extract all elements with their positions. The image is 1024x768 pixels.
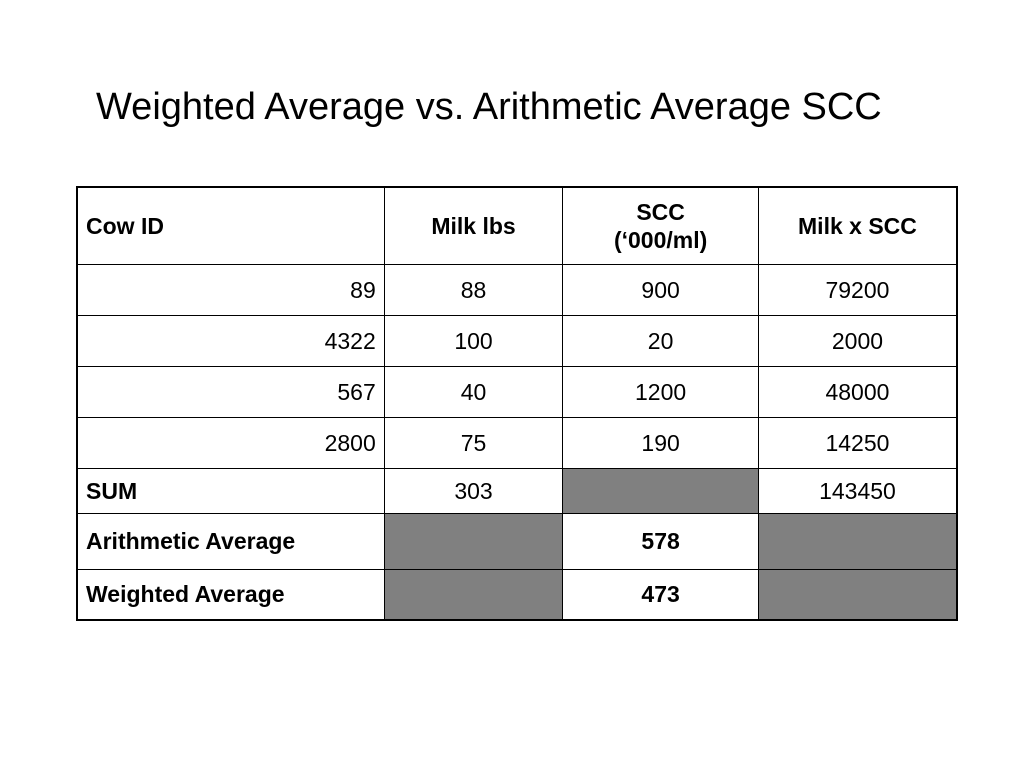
cell-milk-x-scc: 48000 [757,365,958,418]
cell-milk-lbs: 40 [383,365,564,418]
shaded-cell [757,568,958,621]
weighted-average-row: Weighted Average 473 [76,568,958,621]
cell-milk-x-scc: 2000 [757,314,958,367]
shaded-cell [757,512,958,570]
header-cow-id: Cow ID [76,186,385,265]
header-milk-x-scc: Milk x SCC [757,186,958,265]
cell-milk-lbs: 75 [383,416,564,469]
arithmetic-average-label: Arithmetic Average [76,512,385,570]
weighted-average-scc: 473 [562,568,759,621]
cell-scc: 20 [562,314,759,367]
table-row: 4322 100 20 2000 [76,314,958,367]
sum-row: SUM 303 143450 [76,467,958,514]
cell-scc: 190 [562,416,759,469]
cell-cow-id: 567 [76,365,385,418]
arithmetic-average-scc: 578 [562,512,759,570]
cell-scc: 1200 [562,365,759,418]
cell-milk-lbs: 88 [383,263,564,316]
arithmetic-average-row: Arithmetic Average 578 [76,512,958,570]
slide-title: Weighted Average vs. Arithmetic Average … [96,86,882,128]
table-header-row: Cow ID Milk lbs SCC (‘000/ml) Milk x SCC [76,186,958,265]
weighted-average-label: Weighted Average [76,568,385,621]
header-scc-line1: SCC [636,198,685,225]
scc-table: Cow ID Milk lbs SCC (‘000/ml) Milk x SCC… [76,186,958,621]
shaded-cell [562,467,759,514]
sum-milk-x-scc: 143450 [757,467,958,514]
shaded-cell [383,568,564,621]
cell-milk-lbs: 100 [383,314,564,367]
table-row: 89 88 900 79200 [76,263,958,316]
shaded-cell [383,512,564,570]
sum-milk-lbs: 303 [383,467,564,514]
cell-cow-id: 4322 [76,314,385,367]
header-scc: SCC (‘000/ml) [562,186,759,265]
sum-label: SUM [76,467,385,514]
header-scc-line2: (‘000/ml) [613,226,708,253]
table-row: 2800 75 190 14250 [76,416,958,469]
table-row: 567 40 1200 48000 [76,365,958,418]
cell-cow-id: 2800 [76,416,385,469]
cell-milk-x-scc: 79200 [757,263,958,316]
cell-scc: 900 [562,263,759,316]
cell-milk-x-scc: 14250 [757,416,958,469]
cell-cow-id: 89 [76,263,385,316]
header-milk-lbs: Milk lbs [383,186,564,265]
